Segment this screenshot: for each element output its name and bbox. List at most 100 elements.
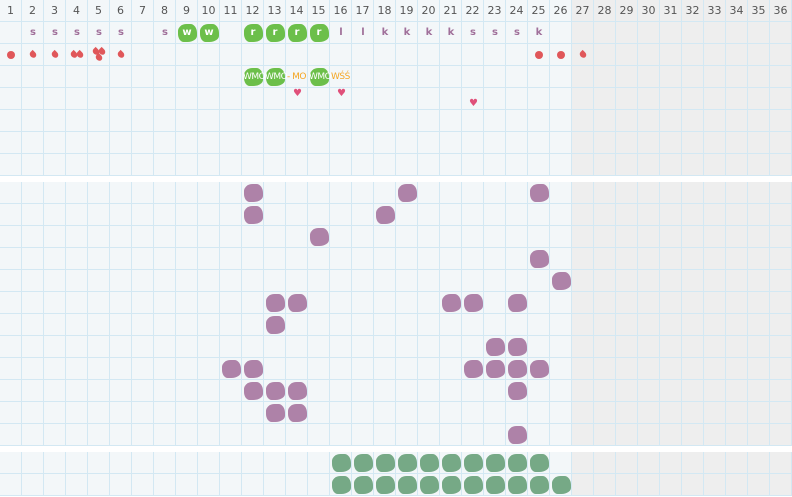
middle-cell[interactable]	[748, 204, 770, 226]
middle-cell[interactable]	[660, 182, 682, 204]
middle-cell[interactable]	[528, 380, 550, 402]
middle-cell[interactable]	[660, 424, 682, 446]
top-cell[interactable]	[330, 132, 352, 154]
top-cell[interactable]	[198, 88, 220, 110]
top-cell[interactable]	[66, 66, 88, 88]
day-letter[interactable]: r	[250, 27, 256, 38]
symptom-mark[interactable]	[266, 294, 285, 312]
middle-cell[interactable]	[22, 336, 44, 358]
top-cell[interactable]	[638, 154, 660, 176]
middle-cell[interactable]	[550, 292, 572, 314]
top-cell[interactable]	[374, 88, 396, 110]
middle-cell[interactable]	[308, 336, 330, 358]
day-letter[interactable]: s	[52, 27, 58, 38]
middle-cell[interactable]	[440, 402, 462, 424]
top-cell[interactable]	[528, 110, 550, 132]
top-cell[interactable]	[66, 132, 88, 154]
middle-cell[interactable]	[264, 270, 286, 292]
middle-cell[interactable]	[682, 424, 704, 446]
pill-mark[interactable]	[354, 454, 373, 472]
top-cell[interactable]	[726, 88, 748, 110]
middle-cell[interactable]	[748, 424, 770, 446]
middle-cell[interactable]	[418, 270, 440, 292]
top-cell[interactable]	[506, 88, 528, 110]
middle-cell[interactable]	[660, 248, 682, 270]
symptom-mark[interactable]	[266, 404, 285, 422]
middle-cell[interactable]	[374, 358, 396, 380]
top-cell[interactable]	[660, 66, 682, 88]
middle-cell[interactable]	[330, 270, 352, 292]
bottom-cell[interactable]	[0, 474, 22, 496]
middle-cell[interactable]	[22, 402, 44, 424]
middle-cell[interactable]	[308, 380, 330, 402]
middle-cell[interactable]	[242, 270, 264, 292]
top-cell[interactable]	[616, 44, 638, 66]
middle-cell[interactable]	[726, 358, 748, 380]
middle-cell[interactable]	[682, 182, 704, 204]
middle-cell[interactable]	[572, 336, 594, 358]
symptom-mark[interactable]	[310, 228, 329, 246]
symptom-mark[interactable]	[376, 206, 395, 224]
bottom-cell[interactable]	[264, 452, 286, 474]
bottom-cell[interactable]	[726, 452, 748, 474]
middle-cell[interactable]	[44, 292, 66, 314]
middle-cell[interactable]	[110, 358, 132, 380]
top-cell[interactable]	[748, 44, 770, 66]
middle-cell[interactable]	[220, 248, 242, 270]
top-cell[interactable]	[660, 44, 682, 66]
top-cell[interactable]	[198, 110, 220, 132]
highlight-mark[interactable]	[288, 24, 307, 42]
middle-cell[interactable]	[132, 248, 154, 270]
top-cell[interactable]	[638, 22, 660, 44]
middle-cell[interactable]	[528, 292, 550, 314]
top-cell[interactable]	[682, 44, 704, 66]
top-cell[interactable]	[550, 154, 572, 176]
middle-cell[interactable]	[616, 424, 638, 446]
top-cell[interactable]	[220, 110, 242, 132]
middle-cell[interactable]	[528, 402, 550, 424]
top-cell[interactable]	[704, 110, 726, 132]
top-cell[interactable]	[22, 66, 44, 88]
middle-cell[interactable]	[374, 248, 396, 270]
middle-cell[interactable]	[198, 204, 220, 226]
top-cell[interactable]	[44, 88, 66, 110]
middle-cell[interactable]	[154, 336, 176, 358]
middle-cell[interactable]	[748, 380, 770, 402]
middle-cell[interactable]	[594, 204, 616, 226]
middle-cell[interactable]	[682, 358, 704, 380]
pill-mark[interactable]	[332, 454, 351, 472]
middle-cell[interactable]	[110, 336, 132, 358]
bottom-cell[interactable]	[704, 452, 726, 474]
top-cell[interactable]	[440, 154, 462, 176]
middle-cell[interactable]	[88, 270, 110, 292]
middle-cell[interactable]	[506, 314, 528, 336]
middle-cell[interactable]	[0, 380, 22, 402]
top-cell[interactable]	[418, 88, 440, 110]
top-cell[interactable]	[22, 88, 44, 110]
middle-cell[interactable]	[176, 226, 198, 248]
symptom-mark[interactable]	[464, 360, 483, 378]
symptom-mark[interactable]	[486, 338, 505, 356]
middle-cell[interactable]	[638, 424, 660, 446]
top-cell[interactable]	[770, 22, 792, 44]
middle-cell[interactable]	[550, 204, 572, 226]
bottom-cell[interactable]	[176, 452, 198, 474]
middle-cell[interactable]	[660, 292, 682, 314]
top-cell[interactable]	[572, 110, 594, 132]
top-cell[interactable]	[682, 88, 704, 110]
bottom-cell[interactable]	[594, 474, 616, 496]
middle-cell[interactable]	[110, 424, 132, 446]
middle-cell[interactable]	[0, 292, 22, 314]
middle-cell[interactable]	[22, 380, 44, 402]
middle-cell[interactable]	[88, 226, 110, 248]
middle-cell[interactable]	[44, 424, 66, 446]
top-cell[interactable]	[770, 132, 792, 154]
middle-cell[interactable]	[352, 226, 374, 248]
bottom-cell[interactable]	[682, 474, 704, 496]
top-cell[interactable]	[44, 132, 66, 154]
top-cell[interactable]	[506, 110, 528, 132]
middle-cell[interactable]	[484, 248, 506, 270]
symptom-mark[interactable]	[398, 184, 417, 202]
middle-cell[interactable]	[704, 402, 726, 424]
top-cell[interactable]	[418, 22, 440, 44]
